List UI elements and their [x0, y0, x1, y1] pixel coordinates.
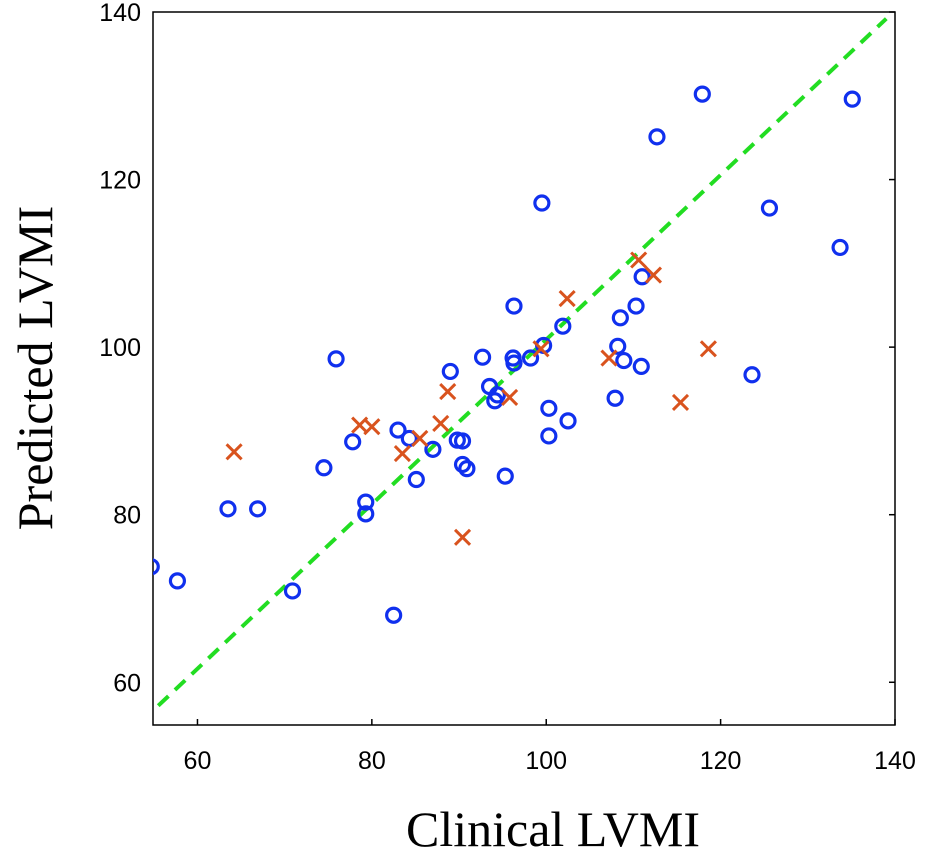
circle-data-point: [540, 427, 558, 445]
x-tick-label: 120: [700, 747, 742, 775]
identity-reference-line: [156, 17, 888, 708]
circle-data-point: [611, 309, 629, 327]
y-tick-label: 140: [99, 0, 141, 27]
cross-data-point: [699, 340, 717, 358]
circle-data-point: [453, 432, 472, 450]
cross-data-point: [363, 418, 381, 436]
cross-data-point: [630, 251, 648, 269]
y-tick-label: 100: [99, 334, 141, 362]
circle-data-point: [385, 606, 403, 624]
circle-data-point: [344, 433, 362, 451]
circle-data-point: [559, 412, 577, 430]
y-axis-label: Predicted LVMI: [7, 206, 63, 531]
cross-data-point: [453, 528, 472, 546]
circle-data-point: [606, 389, 624, 407]
circle-data-point: [521, 349, 540, 367]
circle-data-point: [400, 429, 418, 448]
y-tick-label: 60: [113, 669, 141, 697]
circle-data-point: [315, 459, 333, 477]
circle-data-point: [496, 467, 514, 485]
circle-data-point: [760, 199, 779, 217]
cross-data-point: [600, 349, 618, 367]
plot-frame: [152, 11, 896, 726]
circle-data-point: [540, 399, 558, 417]
circle-data-point: [632, 357, 650, 376]
circle-data-point: [389, 421, 407, 439]
circle-data-point: [693, 85, 711, 103]
cross-data-point: [432, 414, 450, 432]
cross-data-point: [439, 382, 457, 401]
circle-data-point: [424, 440, 442, 458]
circle-data-point: [831, 238, 849, 257]
cross-data-point: [501, 388, 519, 406]
circle-data-point: [283, 582, 302, 600]
circle-data-point: [153, 558, 160, 576]
circle-data-point: [627, 297, 645, 315]
x-tick-label: 80: [358, 747, 386, 775]
circle-data-point: [357, 493, 375, 511]
cross-data-point: [644, 266, 663, 284]
circle-data-point: [407, 470, 425, 489]
circle-data-point: [505, 297, 523, 315]
circle-data-point: [743, 366, 761, 384]
x-tick-label: 140: [874, 747, 916, 775]
x-tick-label: 60: [184, 747, 212, 775]
cross-data-point: [225, 443, 243, 461]
circle-data-point: [453, 455, 472, 474]
circle-data-point: [458, 460, 476, 478]
circle-data-point: [633, 268, 651, 286]
cross-data-point: [558, 289, 576, 308]
x-axis-label: Clinical LVMI: [406, 801, 700, 853]
circle-data-point: [249, 500, 267, 518]
circle-data-point: [648, 128, 666, 146]
circle-data-point: [357, 505, 375, 523]
circle-data-point: [554, 317, 572, 335]
y-tick-label: 120: [99, 167, 141, 195]
circle-data-point: [473, 348, 492, 366]
cross-data-point: [532, 340, 550, 358]
circle-data-point: [615, 351, 633, 370]
x-tick-label: 100: [525, 747, 567, 775]
circle-data-point: [533, 194, 551, 212]
circle-data-point: [843, 90, 861, 108]
circle-data-point: [168, 572, 187, 590]
circle-data-point: [609, 337, 627, 355]
circle-data-point: [327, 350, 345, 368]
circle-data-point: [505, 354, 523, 372]
circle-data-point: [219, 500, 237, 518]
cross-data-point: [411, 429, 429, 448]
circle-data-point: [488, 386, 507, 404]
cross-data-point: [393, 444, 411, 463]
circle-data-point: [441, 362, 459, 381]
cross-data-point: [671, 393, 690, 411]
y-tick-label: 80: [113, 502, 141, 530]
